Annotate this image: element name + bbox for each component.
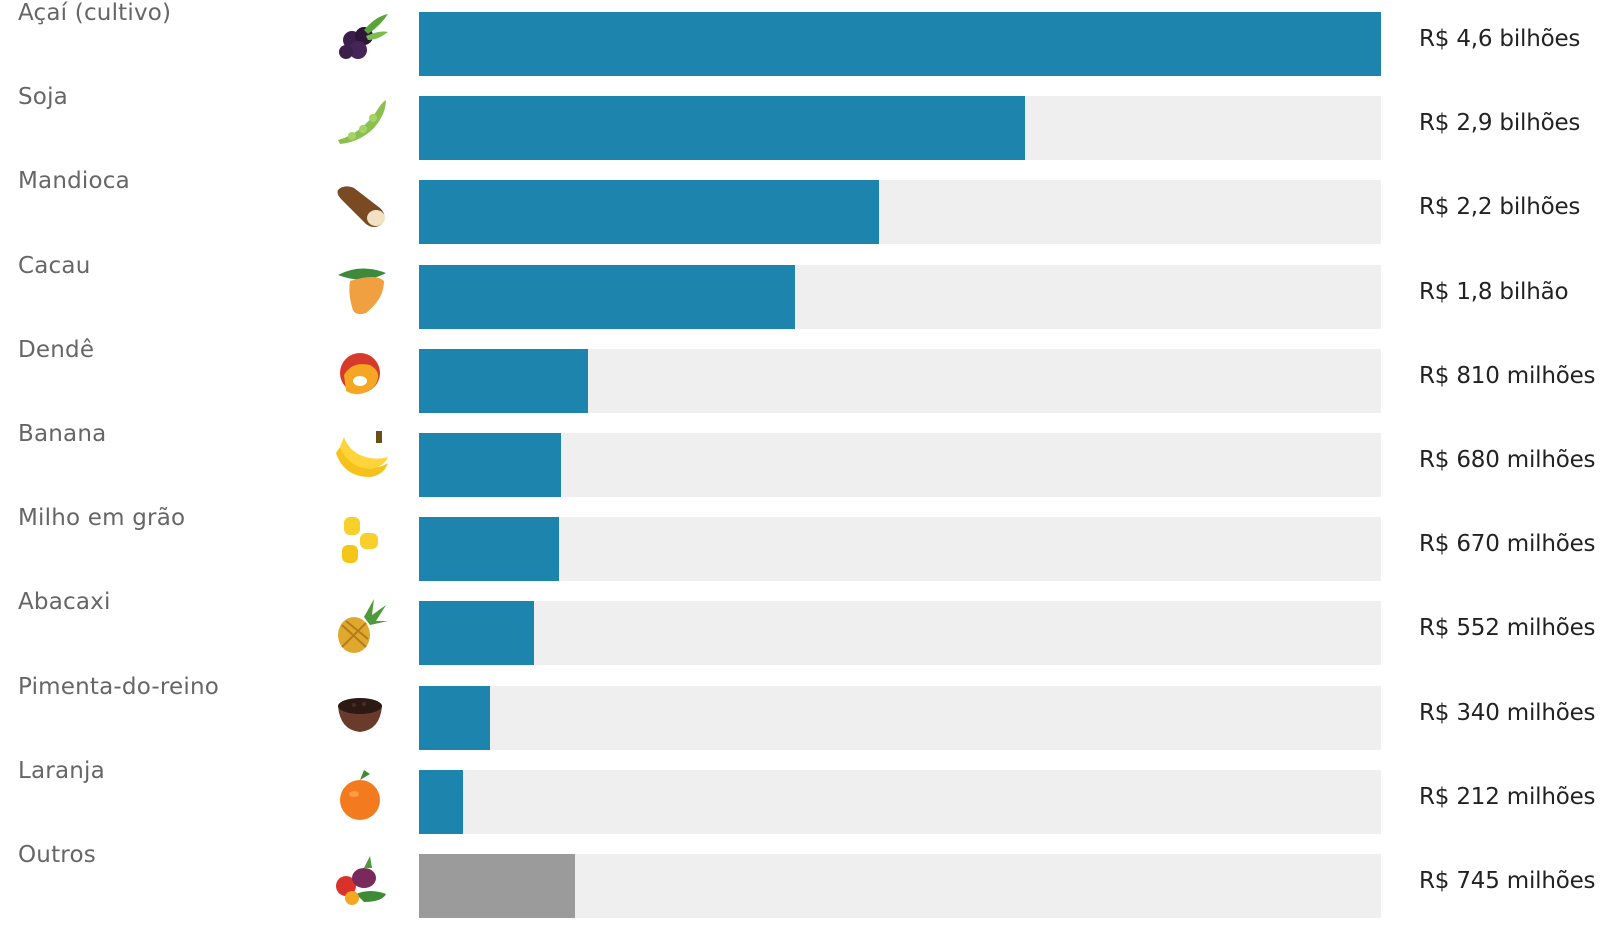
soy-icon bbox=[338, 100, 386, 145]
pepper-bowl-icon bbox=[338, 697, 382, 732]
category-label: Soja bbox=[18, 84, 68, 111]
bar-row: Açaí (cultivo) R$ 4,6 bilhões bbox=[0, 0, 1613, 84]
bar-row: Abacaxi R$ 552 milhões bbox=[0, 589, 1613, 673]
bar-track bbox=[419, 769, 1381, 834]
bar-row: Banana R$ 680 milhões bbox=[0, 421, 1613, 505]
cassava-icon bbox=[337, 186, 385, 228]
category-label: Milho em grão bbox=[18, 505, 186, 532]
value-label: R$ 212 milhões bbox=[1419, 783, 1596, 810]
corn-icon bbox=[342, 517, 378, 564]
category-label: Outros bbox=[18, 842, 96, 868]
bar bbox=[419, 601, 535, 666]
bar bbox=[419, 348, 589, 413]
value-label: R$ 340 milhões bbox=[1419, 699, 1596, 726]
acai-icon bbox=[339, 14, 388, 59]
category-label: Dendê bbox=[18, 336, 95, 363]
value-label: R$ 552 milhões bbox=[1419, 615, 1596, 642]
bar bbox=[419, 180, 880, 245]
category-label: Mandioca bbox=[18, 168, 130, 195]
category-label: Laranja bbox=[18, 757, 105, 784]
bar-track bbox=[419, 854, 1381, 918]
bar-track bbox=[419, 601, 1381, 666]
bar-row: Outros R$ 745 milhões bbox=[0, 842, 1613, 926]
bar bbox=[419, 517, 560, 582]
pineapple-icon bbox=[338, 599, 388, 654]
category-label: Pimenta-do-reino bbox=[18, 673, 220, 700]
category-label: Açaí (cultivo) bbox=[18, 0, 172, 26]
bar-row: Mandioca R$ 2,2 bilhões bbox=[0, 168, 1613, 252]
bar bbox=[419, 96, 1026, 161]
value-label: R$ 680 milhões bbox=[1419, 447, 1596, 473]
value-label: R$ 4,6 bilhões bbox=[1419, 26, 1581, 52]
value-label: R$ 670 milhões bbox=[1419, 531, 1596, 558]
category-label: Abacaxi bbox=[18, 589, 111, 616]
bar bbox=[419, 264, 796, 329]
bar bbox=[419, 685, 491, 750]
bar-row: Cacau R$ 1,8 bilhão bbox=[0, 253, 1613, 337]
bar-row: Laranja R$ 212 milhões bbox=[0, 758, 1613, 842]
bar bbox=[419, 12, 1381, 76]
palm-fruit-icon bbox=[340, 352, 380, 394]
orange-icon bbox=[340, 769, 380, 820]
category-label: Banana bbox=[18, 421, 107, 447]
bar bbox=[419, 769, 464, 834]
bar-row: Soja R$ 2,9 bilhões bbox=[0, 84, 1613, 168]
bar-row: Dendê R$ 810 milhões bbox=[0, 337, 1613, 421]
value-label: R$ 810 milhões bbox=[1419, 362, 1596, 389]
value-label: R$ 745 milhões bbox=[1419, 868, 1596, 894]
bar bbox=[419, 854, 575, 918]
value-label: R$ 1,8 bilhão bbox=[1419, 278, 1569, 305]
bar-track bbox=[419, 433, 1381, 497]
mixed-produce-icon bbox=[336, 856, 386, 905]
banana-icon bbox=[336, 431, 388, 477]
bar-track bbox=[419, 517, 1381, 582]
cacao-icon bbox=[338, 268, 386, 314]
category-label: Cacau bbox=[18, 252, 91, 279]
bar-track bbox=[419, 685, 1381, 750]
bar bbox=[419, 433, 562, 497]
value-label: R$ 2,2 bilhões bbox=[1419, 194, 1581, 221]
bar-row: Milho em grão R$ 670 milhões bbox=[0, 505, 1613, 589]
bar-row: Pimenta-do-reino R$ 340 milhões bbox=[0, 674, 1613, 758]
value-label: R$ 2,9 bilhões bbox=[1419, 110, 1581, 137]
